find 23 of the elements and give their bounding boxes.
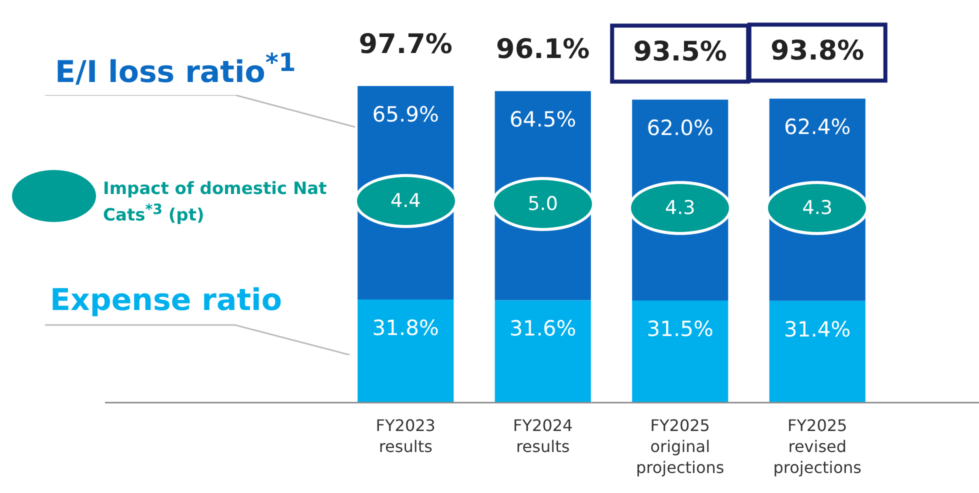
bar xyxy=(358,300,454,403)
x-tick-label: FY2023 results xyxy=(376,416,436,456)
bar xyxy=(632,300,728,403)
bar xyxy=(494,300,591,403)
data-label: 31.8% xyxy=(372,316,439,340)
data-label: 65.9% xyxy=(372,102,439,126)
data-label: 62.0% xyxy=(646,116,714,140)
text: E/I loss ratio$^{*1}$ xyxy=(55,48,296,90)
data-label: 31.5% xyxy=(646,316,714,341)
data-label: 31.6% xyxy=(510,316,576,341)
data-label: 62.4% xyxy=(784,115,851,140)
data-label: 64.5% xyxy=(510,108,576,132)
annotation: 93.8% xyxy=(770,36,864,67)
x-tick-label: FY2024 results xyxy=(513,416,573,456)
bar xyxy=(769,300,866,403)
text: Impact of domestic Nat Cats$^{*3}$ (pt) xyxy=(103,178,328,228)
x-tick-label: FY2025 revised projections xyxy=(773,416,862,477)
text: Expense ratio xyxy=(50,283,282,318)
total-label: 97.7% xyxy=(358,29,452,60)
x-tick-label: FY2025 original projections xyxy=(636,416,724,477)
total-label: 96.1% xyxy=(496,34,590,66)
annotation: 93.5% xyxy=(633,36,727,68)
data-label: 31.4% xyxy=(784,317,851,342)
